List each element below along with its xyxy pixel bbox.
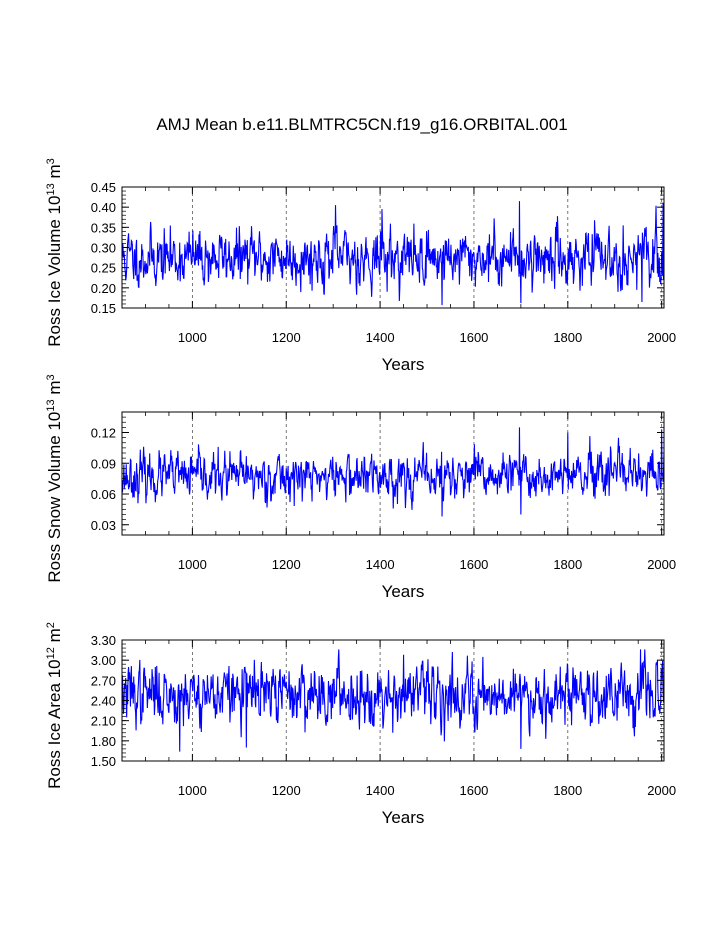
x-tick-label: 2000 bbox=[647, 330, 676, 345]
x-tick-label: 1400 bbox=[366, 557, 395, 572]
y-tick-label: 0.25 bbox=[91, 261, 116, 276]
y-tick-label: 0.15 bbox=[91, 301, 116, 316]
y-label-base: Ross Ice Volume 10 bbox=[45, 196, 64, 347]
y-label-unit: m bbox=[45, 164, 64, 183]
y-tick-label: 3.00 bbox=[91, 653, 116, 668]
y-label-unit: m bbox=[45, 380, 64, 399]
y-label-exponent: 13 bbox=[45, 183, 57, 195]
x-tick-label: 1400 bbox=[366, 783, 395, 798]
y-label-base: Ross Ice Area 10 bbox=[45, 659, 64, 788]
x-tick-label: 1000 bbox=[178, 783, 207, 798]
x-axis-label: Years bbox=[382, 355, 425, 374]
panel-ice-volume: 1000 1200 1400 1600 1800 2000 0.15 0.20 0.25 0.30… bbox=[45, 158, 676, 374]
series-line-ice-area bbox=[121, 649, 665, 752]
x-tick-label: 1200 bbox=[272, 783, 301, 798]
y-tick-label: 2.40 bbox=[91, 694, 116, 709]
y-label-exponent: 12 bbox=[45, 647, 57, 659]
y-tick-label: 0.35 bbox=[91, 220, 116, 235]
x-tick-label: 1800 bbox=[553, 557, 582, 572]
y-label-base: Ross Snow Volume 10 bbox=[45, 412, 64, 583]
x-axis-label: Years bbox=[382, 582, 425, 601]
x-tick-label: 1600 bbox=[459, 783, 488, 798]
x-tick-label: 2000 bbox=[647, 783, 676, 798]
series-line-ice-volume bbox=[121, 201, 665, 306]
y-tick-label: 0.40 bbox=[91, 200, 116, 215]
y-tick-label: 0.06 bbox=[91, 487, 116, 502]
x-tick-label: 1200 bbox=[272, 557, 301, 572]
x-tick-label: 1800 bbox=[553, 330, 582, 345]
x-axis-label: Years bbox=[382, 808, 425, 827]
x-tick-label: 1400 bbox=[366, 330, 395, 345]
y-tick-label: 2.10 bbox=[91, 714, 116, 729]
y-axis-label: Ross Snow Volume 1013 m3 bbox=[45, 374, 64, 582]
y-tick-label: 1.50 bbox=[91, 754, 116, 769]
chart-title: AMJ Mean b.e11.BLMTRC5CN.f19_g16.ORBITAL… bbox=[156, 115, 567, 134]
y-tick-label: 0.30 bbox=[91, 241, 116, 256]
x-tick-label: 1000 bbox=[178, 557, 207, 572]
y-tick-label: 0.03 bbox=[91, 518, 116, 533]
y-label-exponent: 13 bbox=[45, 399, 57, 411]
y-label-unit-exponent: 2 bbox=[45, 622, 57, 628]
panels-group: 1000 1200 1400 1600 1800 2000 0.15 0.20 0.25 0.30… bbox=[45, 158, 676, 827]
y-label-unit-exponent: 3 bbox=[45, 374, 57, 380]
y-label-unit-exponent: 3 bbox=[45, 158, 57, 164]
x-tick-label: 2000 bbox=[647, 557, 676, 572]
panel-snow-volume: 1000 1200 1400 1600 1800 2000 0.03 0.06 0.09 0.12… bbox=[45, 374, 676, 601]
y-axis-label: Ross Ice Volume 1013 m3 bbox=[45, 158, 64, 346]
x-tick-label: 1600 bbox=[459, 330, 488, 345]
series-line-snow-volume bbox=[121, 427, 665, 517]
y-tick-label: 0.12 bbox=[91, 426, 116, 441]
y-label-unit: m bbox=[45, 628, 64, 647]
y-tick-label: 0.20 bbox=[91, 281, 116, 296]
y-tick-label: 0.09 bbox=[91, 456, 116, 471]
y-tick-label: 3.30 bbox=[91, 633, 116, 648]
y-tick-label: 0.45 bbox=[91, 180, 116, 195]
x-tick-label: 1800 bbox=[553, 783, 582, 798]
y-tick-label: 2.70 bbox=[91, 673, 116, 688]
panel-ice-area: 1000 1200 1400 1600 1800 2000 1.50 1.80 2.10 2.40… bbox=[45, 622, 676, 827]
x-tick-label: 1600 bbox=[459, 557, 488, 572]
y-axis-label: Ross Ice Area 1012 m2 bbox=[45, 622, 64, 789]
x-tick-label: 1200 bbox=[272, 330, 301, 345]
x-tick-label: 1000 bbox=[178, 330, 207, 345]
y-tick-label: 1.80 bbox=[91, 734, 116, 749]
